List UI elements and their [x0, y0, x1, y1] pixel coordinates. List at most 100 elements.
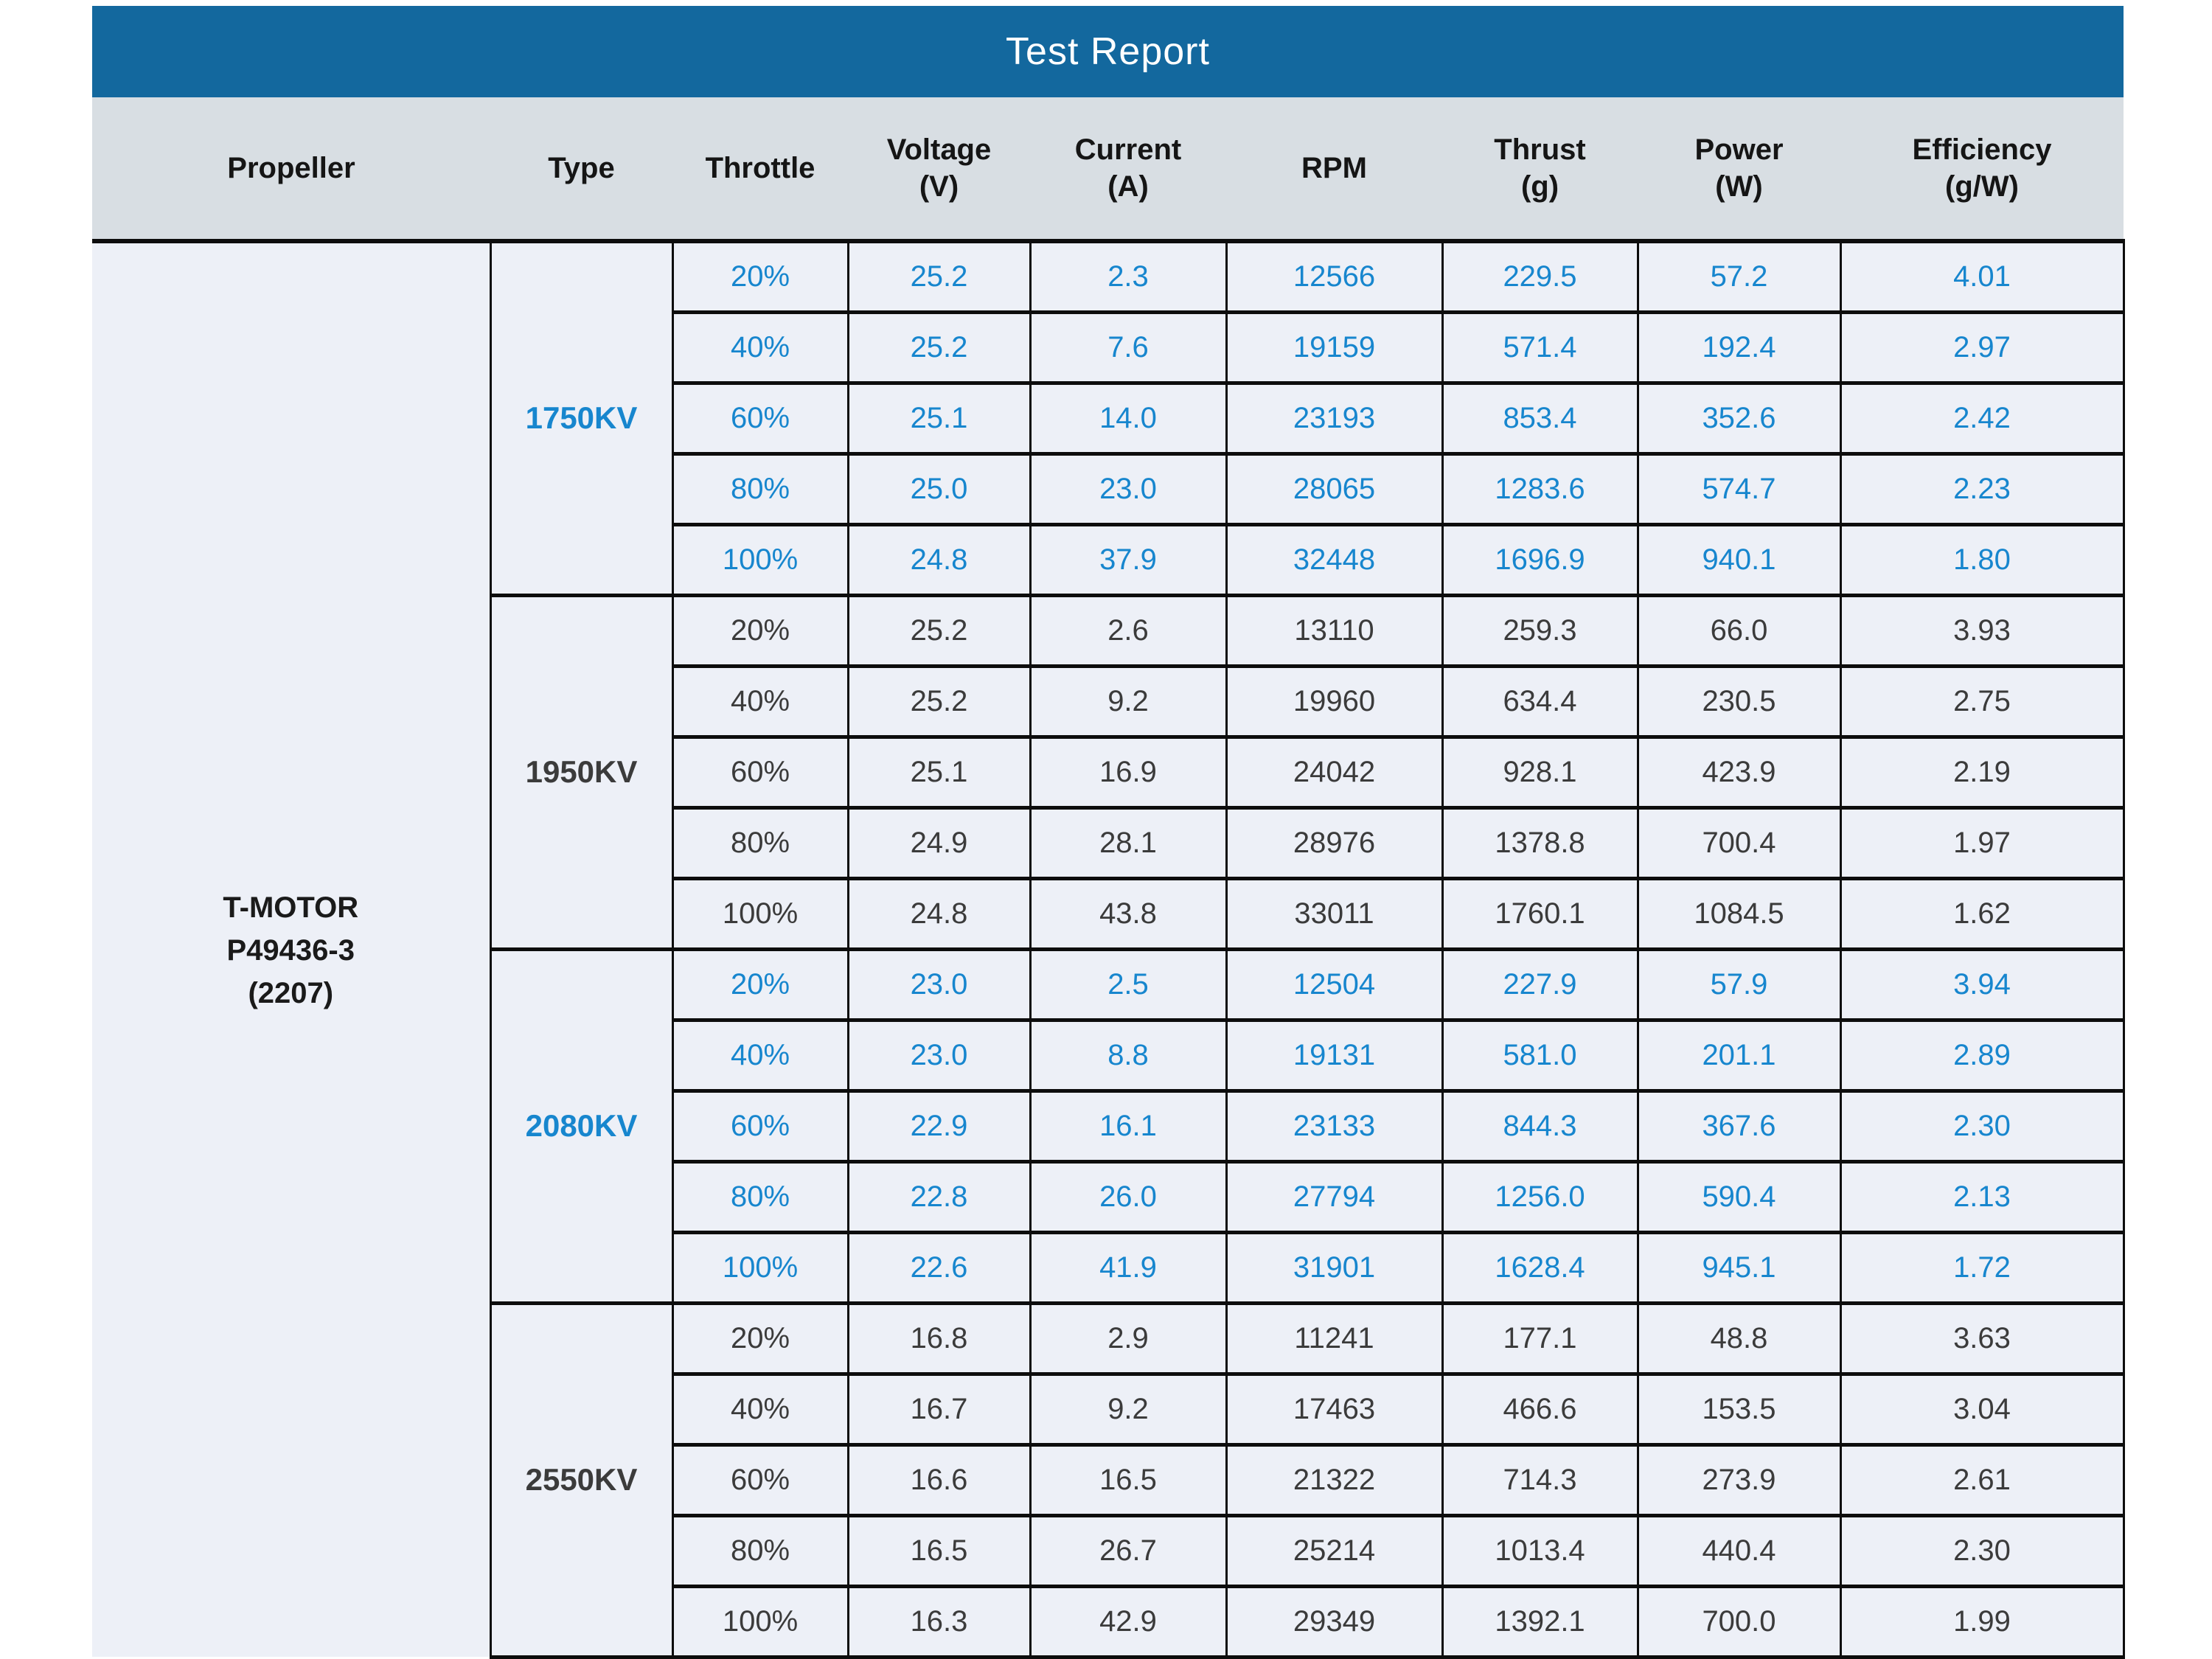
- cell-power: 57.9: [1636, 947, 1842, 1022]
- cell-rpm: 21322: [1225, 1442, 1444, 1517]
- column-header-type: Type: [490, 97, 672, 243]
- table-row: 80% 16.5 26.7 25214 1013.4 440.4 2.30: [92, 1513, 2125, 1588]
- table-row: 80% 24.9 28.1 28976 1378.8 700.4 1.97: [92, 805, 2125, 880]
- cell-current: 16.5: [1029, 1442, 1228, 1517]
- column-header-current: Current (A): [1030, 97, 1226, 243]
- cell-rpm: 19159: [1225, 310, 1444, 385]
- cell-efficiency: 2.42: [1839, 380, 2125, 456]
- table-row: 40% 25.2 7.6 19159 571.4 192.4 2.97: [92, 310, 2125, 385]
- cell-voltage: 25.2: [846, 239, 1032, 314]
- cell-rpm: 32448: [1225, 522, 1444, 597]
- table-row: 100% 24.8 37.9 32448 1696.9 940.1 1.80: [92, 522, 2125, 597]
- cell-throttle: 20%: [671, 239, 849, 314]
- type-label-1750kv: 1750KV: [489, 239, 674, 597]
- cell-voltage: 25.2: [846, 310, 1032, 385]
- cell-throttle: 20%: [671, 1301, 849, 1376]
- cell-efficiency: 3.63: [1839, 1301, 2125, 1376]
- cell-efficiency: 2.13: [1839, 1159, 2125, 1234]
- table-row: 60% 16.6 16.5 21322 714.3 273.9 2.61: [92, 1442, 2125, 1517]
- cell-rpm: 19960: [1225, 664, 1444, 739]
- cell-current: 2.6: [1029, 593, 1228, 668]
- cell-voltage: 24.8: [846, 522, 1032, 597]
- cell-rpm: 13110: [1225, 593, 1444, 668]
- cell-rpm: 31901: [1225, 1230, 1444, 1305]
- cell-voltage: 16.6: [846, 1442, 1032, 1517]
- cell-voltage: 25.2: [846, 664, 1032, 739]
- cell-rpm: 17463: [1225, 1371, 1444, 1447]
- cell-thrust: 466.6: [1441, 1371, 1639, 1447]
- cell-rpm: 28976: [1225, 805, 1444, 880]
- cell-power: 945.1: [1636, 1230, 1842, 1305]
- cell-voltage: 16.8: [846, 1301, 1032, 1376]
- column-header-power: Power (W): [1638, 97, 1840, 243]
- cell-power: 423.9: [1636, 734, 1842, 810]
- cell-power: 273.9: [1636, 1442, 1842, 1517]
- cell-current: 28.1: [1029, 805, 1228, 880]
- table-row: 40% 23.0 8.8 19131 581.0 201.1 2.89: [92, 1018, 2125, 1093]
- cell-rpm: 28065: [1225, 451, 1444, 526]
- cell-rpm: 33011: [1225, 876, 1444, 951]
- type-label-1950kv: 1950KV: [489, 593, 674, 951]
- cell-voltage: 16.3: [846, 1584, 1032, 1659]
- cell-power: 192.4: [1636, 310, 1842, 385]
- cell-thrust: 1013.4: [1441, 1513, 1639, 1588]
- header-row: Propeller Type Throttle Voltage (V) Curr…: [92, 97, 2124, 243]
- column-header-voltage: Voltage (V): [848, 97, 1030, 243]
- cell-efficiency: 2.30: [1839, 1088, 2125, 1164]
- cell-current: 37.9: [1029, 522, 1228, 597]
- cell-current: 16.9: [1029, 734, 1228, 810]
- page-title: Test Report: [1006, 30, 1210, 73]
- cell-throttle: 80%: [671, 1159, 849, 1234]
- column-header-thrust: Thrust (g): [1442, 97, 1638, 243]
- cell-power: 153.5: [1636, 1371, 1842, 1447]
- cell-voltage: 25.2: [846, 593, 1032, 668]
- cell-throttle: 40%: [671, 1371, 849, 1447]
- type-label-2550kv: 2550KV: [489, 1301, 674, 1659]
- type-label-2080kv: 2080KV: [489, 947, 674, 1305]
- cell-efficiency: 3.93: [1839, 593, 2125, 668]
- cell-power: 57.2: [1636, 239, 1842, 314]
- cell-efficiency: 1.72: [1839, 1230, 2125, 1305]
- cell-thrust: 227.9: [1441, 947, 1639, 1022]
- cell-efficiency: 2.61: [1839, 1442, 2125, 1517]
- table-row: T-MOTOR P49436-3 (2207) 1750KV 20% 25.2 …: [92, 239, 2125, 1657]
- cell-power: 700.4: [1636, 805, 1842, 880]
- cell-current: 2.5: [1029, 947, 1228, 1022]
- cell-voltage: 23.0: [846, 947, 1032, 1022]
- cell-thrust: 229.5: [1441, 239, 1639, 314]
- cell-voltage: 25.1: [846, 380, 1032, 456]
- cell-throttle: 20%: [671, 593, 849, 668]
- cell-thrust: 844.3: [1441, 1088, 1639, 1164]
- cell-throttle: 40%: [671, 310, 849, 385]
- cell-rpm: 27794: [1225, 1159, 1444, 1234]
- cell-power: 1084.5: [1636, 876, 1842, 951]
- cell-throttle: 40%: [671, 1018, 849, 1093]
- table-row: 80% 25.0 23.0 28065 1283.6 574.7 2.23: [92, 451, 2125, 526]
- cell-throttle: 100%: [671, 522, 849, 597]
- table-row: 2550KV 20% 16.8 2.9 11241 177.1 48.8 3.6…: [92, 1301, 2125, 1659]
- table-row: 2080KV 20% 23.0 2.5 12504 227.9 57.9 3.9…: [92, 947, 2125, 1305]
- cell-power: 66.0: [1636, 593, 1842, 668]
- cell-voltage: 16.7: [846, 1371, 1032, 1447]
- cell-current: 16.1: [1029, 1088, 1228, 1164]
- cell-power: 367.6: [1636, 1088, 1842, 1164]
- cell-voltage: 22.6: [846, 1230, 1032, 1305]
- cell-voltage: 22.8: [846, 1159, 1032, 1234]
- cell-current: 8.8: [1029, 1018, 1228, 1093]
- cell-power: 700.0: [1636, 1584, 1842, 1659]
- cell-current: 9.2: [1029, 664, 1228, 739]
- cell-rpm: 12504: [1225, 947, 1444, 1022]
- cell-current: 9.2: [1029, 1371, 1228, 1447]
- cell-throttle: 60%: [671, 1442, 849, 1517]
- cell-rpm: 12566: [1225, 239, 1444, 314]
- cell-thrust: 581.0: [1441, 1018, 1639, 1093]
- cell-rpm: 23193: [1225, 380, 1444, 456]
- cell-power: 230.5: [1636, 664, 1842, 739]
- cell-thrust: 177.1: [1441, 1301, 1639, 1376]
- propeller-name: T-MOTOR P49436-3 (2207): [92, 241, 492, 1657]
- cell-current: 2.9: [1029, 1301, 1228, 1376]
- table-row: 100% 16.3 42.9 29349 1392.1 700.0 1.99: [92, 1584, 2125, 1659]
- cell-current: 41.9: [1029, 1230, 1228, 1305]
- cell-efficiency: 2.75: [1839, 664, 2125, 739]
- cell-efficiency: 2.19: [1839, 734, 2125, 810]
